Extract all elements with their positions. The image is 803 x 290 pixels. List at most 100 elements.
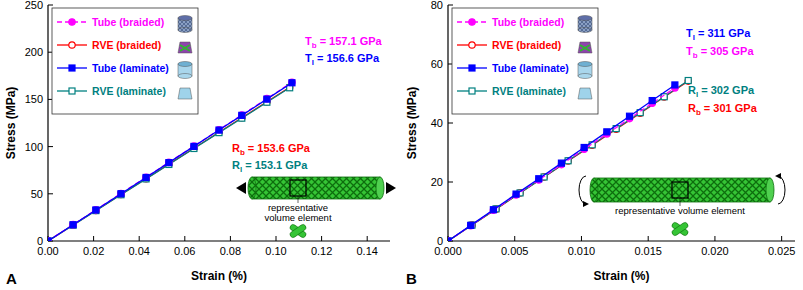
series-marker — [70, 222, 76, 228]
x-tick-label: 0.06 — [174, 245, 195, 257]
figure: representativevolume element050100150200… — [0, 0, 803, 290]
icon-bottom — [578, 28, 592, 33]
legend: Tube (braided)RVE (braided)Tube (laminat… — [52, 8, 198, 114]
annotation-subscript: l — [696, 90, 698, 99]
y-tick-label: 80 — [431, 0, 443, 11]
series-marker — [448, 238, 451, 241]
annotation-text: = 302 GPa — [701, 84, 755, 96]
legend-label: RVE (laminate) — [492, 85, 566, 97]
series-marker — [558, 160, 564, 166]
torque-arrow — [778, 176, 785, 204]
y-tick-label: 200 — [25, 46, 43, 58]
icon-bottom — [178, 28, 192, 33]
legend-icon — [178, 16, 192, 33]
series-marker — [216, 127, 222, 133]
icon-bottom — [178, 74, 192, 79]
tube-end — [766, 178, 774, 202]
torque-arrow — [579, 176, 586, 204]
icon-top — [178, 62, 192, 67]
annotation: Rl= 302 GPa — [688, 84, 755, 99]
icon-top — [578, 16, 592, 21]
series-marker — [216, 127, 222, 133]
series-marker — [536, 176, 542, 182]
annotation-subscript: b — [693, 51, 698, 60]
annotation: Tl= 311 GPa — [686, 27, 751, 42]
y-tick — [48, 5, 53, 6]
x-tick-label: 0.10 — [265, 245, 286, 257]
series-marker — [536, 177, 542, 183]
series-marker — [166, 160, 172, 166]
icon-fibres — [580, 45, 590, 51]
x-tick — [581, 236, 582, 241]
icon-shape — [578, 42, 592, 53]
icon-shape — [178, 42, 192, 53]
rve-yarn — [289, 223, 307, 238]
icon-shape — [178, 88, 192, 99]
inset-rve — [671, 221, 689, 236]
series-marker — [48, 238, 51, 241]
series-marker — [48, 238, 51, 241]
annotation: Rl= 153.1 GPa — [232, 159, 308, 174]
rve-box — [290, 180, 306, 196]
legend-label: Tube (laminate) — [492, 62, 569, 74]
legend-marker — [69, 19, 75, 25]
annotation: Rb= 301 GPa — [688, 102, 758, 117]
series-marker — [118, 191, 124, 197]
x-axis — [448, 240, 795, 241]
y-tick-label: 50 — [31, 188, 43, 200]
tube-body — [252, 177, 380, 199]
x-axis — [48, 240, 390, 241]
legend-icon — [578, 16, 592, 33]
panel-0: representativevolume element050100150200… — [4, 0, 396, 287]
series-marker — [448, 238, 451, 241]
legend-marker — [69, 65, 75, 71]
panel-letter: B — [406, 270, 417, 287]
rve-yarn — [671, 221, 689, 236]
series-marker — [289, 79, 295, 85]
annotation: Tb= 157.1 GPa — [305, 35, 383, 50]
series-marker — [264, 96, 270, 102]
x-tick-label: 0.010 — [568, 245, 596, 257]
series-marker — [48, 238, 51, 241]
series-marker — [685, 78, 691, 84]
inset-leader — [680, 198, 681, 206]
y-tick-label: 40 — [431, 117, 443, 129]
rve-yarn — [289, 223, 307, 238]
y-tick-label: 250 — [25, 0, 43, 11]
annotation-text: = 311 GPa — [698, 27, 751, 39]
x-tick-label: 0.00 — [37, 245, 58, 257]
y-tick-label: 150 — [25, 93, 43, 105]
series-marker — [191, 143, 197, 149]
annotation-subscript: l — [312, 58, 314, 67]
inset-tube — [236, 177, 396, 199]
series-marker — [239, 112, 245, 118]
series-marker — [513, 191, 519, 197]
x-tick-label: 0.02 — [83, 245, 104, 257]
x-tick — [93, 236, 94, 241]
icon-fibres — [180, 45, 190, 51]
legend-label: Tube (laminate) — [92, 62, 169, 74]
annotation-text: = 156.6 GPa — [317, 52, 380, 64]
icon-top — [578, 62, 592, 67]
series-marker — [166, 159, 172, 165]
annotation-subscript: l — [693, 33, 695, 42]
series-marker — [513, 192, 519, 198]
icon-top — [178, 16, 192, 21]
series-marker — [143, 174, 149, 180]
annotation-symbol: R — [688, 84, 696, 96]
x-tick — [276, 236, 277, 241]
legend-icon — [178, 62, 192, 79]
legend-label: RVE (braided) — [92, 39, 161, 51]
rve-yarn — [671, 221, 689, 236]
series-marker — [239, 112, 245, 118]
legend-icon — [578, 62, 592, 79]
legend-icon — [578, 42, 592, 53]
series-marker — [48, 238, 51, 241]
legend-label: Tube (braided) — [492, 16, 564, 28]
series-marker — [93, 207, 99, 213]
annotation: Rb= 153.6 GPa — [232, 142, 311, 157]
inset-rve — [289, 223, 307, 238]
icon-bottom — [578, 74, 592, 79]
icon-shape — [578, 88, 592, 99]
x-tick — [139, 236, 140, 241]
